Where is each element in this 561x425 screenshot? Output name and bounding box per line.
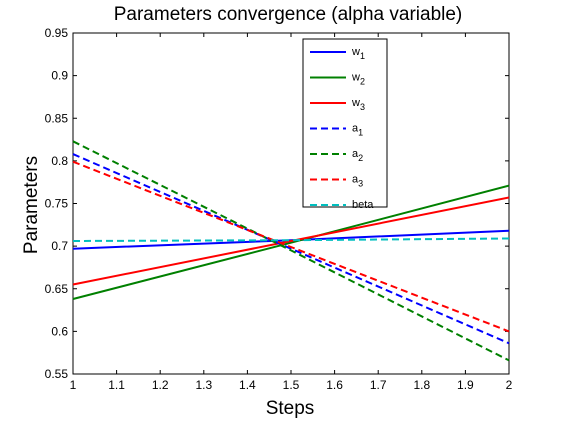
series-line-beta bbox=[72, 237, 510, 242]
legend-label-name: w bbox=[351, 97, 360, 109]
legend-label: w2 bbox=[351, 72, 365, 87]
x-tick-label: 1.8 bbox=[413, 378, 430, 392]
legend-label: w1 bbox=[351, 46, 365, 61]
x-tick-label: 1.2 bbox=[152, 378, 169, 392]
y-tick-label: 0.55 bbox=[45, 367, 69, 381]
legend-label: a1 bbox=[352, 123, 363, 138]
legend-label: beta bbox=[352, 199, 374, 211]
legend-label: w3 bbox=[351, 97, 365, 112]
x-tick-label: 1.3 bbox=[195, 378, 212, 392]
x-tick-label: 1.9 bbox=[457, 378, 474, 392]
x-tick-label: 1.4 bbox=[239, 378, 256, 392]
legend-box bbox=[302, 38, 388, 208]
x-tick-label: 1.1 bbox=[108, 378, 125, 392]
legend-label: a3 bbox=[352, 174, 363, 189]
legend-label-subscript: 2 bbox=[358, 153, 363, 163]
legend-label-name: w bbox=[351, 46, 360, 58]
legend-label-subscript: 3 bbox=[358, 179, 363, 189]
legend-label: a2 bbox=[352, 148, 363, 163]
legend-label-name: a bbox=[352, 148, 359, 160]
y-tick-label: 0.7 bbox=[51, 239, 68, 253]
legend-label-subscript: 2 bbox=[360, 77, 365, 87]
y-tick-label: 0.8 bbox=[51, 154, 68, 168]
series-line-a2 bbox=[72, 140, 510, 362]
legend-label-subscript: 1 bbox=[358, 128, 363, 138]
y-tick-label: 0.85 bbox=[45, 111, 69, 125]
series-line-w3 bbox=[72, 196, 510, 286]
x-tick-label: 1.5 bbox=[283, 378, 300, 392]
y-axis-label: Parameters bbox=[21, 156, 42, 254]
legend-label-name: a bbox=[352, 123, 359, 135]
x-tick-label: 2 bbox=[506, 378, 513, 392]
series-line-a1 bbox=[72, 153, 510, 345]
legend-label-subscript: 1 bbox=[360, 51, 365, 61]
plot-frame bbox=[72, 32, 510, 375]
y-tick-label: 0.9 bbox=[51, 69, 68, 83]
legend-label-subscript: 3 bbox=[360, 102, 365, 112]
x-tick-label: 1.7 bbox=[370, 378, 387, 392]
y-tick-label: 0.75 bbox=[45, 197, 69, 211]
y-tick-label: 0.6 bbox=[51, 324, 68, 338]
legend-label-name: beta bbox=[352, 199, 374, 211]
x-tick-label: 1 bbox=[70, 378, 77, 392]
y-tick-label: 0.95 bbox=[45, 26, 69, 40]
series-line-w2 bbox=[72, 184, 510, 300]
series-line-a3 bbox=[72, 160, 510, 333]
legend-label-name: a bbox=[352, 174, 359, 186]
x-tick-label: 1.6 bbox=[326, 378, 343, 392]
x-axis-label: Steps bbox=[266, 398, 315, 419]
y-tick-label: 0.65 bbox=[45, 282, 69, 296]
plot-area: 1 1.1 1.2 1.3 1.4 1.5 1.6 1.7 1.8 1.9 2 0.55 0.6 0.65… bbox=[45, 26, 513, 392]
legend-label-name: w bbox=[351, 72, 360, 84]
chart-title: Parameters convergence (alpha variable) bbox=[114, 4, 463, 25]
